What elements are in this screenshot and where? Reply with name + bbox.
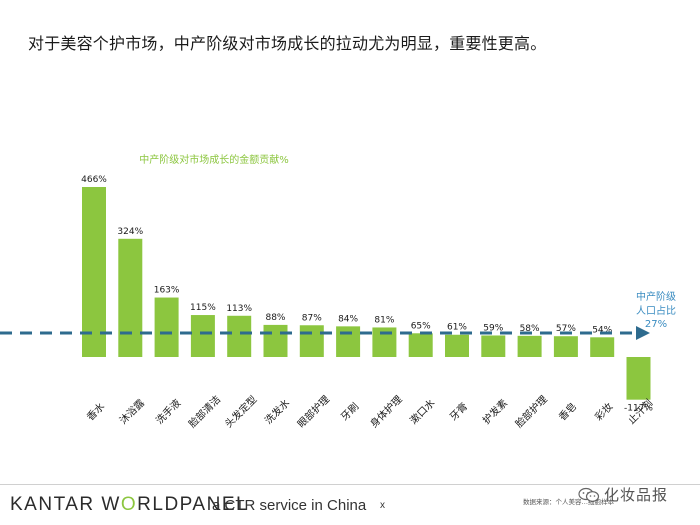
- bar-value-label-13: 58%: [520, 324, 540, 334]
- wechat-icon: [578, 487, 600, 502]
- category-label-4: 脸部清洁: [186, 393, 223, 430]
- bar-value-label-10: 65%: [411, 321, 431, 331]
- category-label-1: 香水: [85, 401, 108, 424]
- bar-14: [553, 336, 578, 357]
- bar-2: [118, 238, 143, 357]
- bar-4: [190, 315, 215, 357]
- category-label-13: 脸部护理: [512, 393, 549, 430]
- wechat-name: 化妆品报: [604, 486, 669, 504]
- bar-value-label-14: 57%: [556, 324, 576, 334]
- bar-value-label-9: 81%: [374, 315, 394, 325]
- category-label-15: 彩妆: [592, 400, 615, 423]
- bar-8: [336, 326, 361, 357]
- bar-value-label-16: -117%: [624, 404, 653, 414]
- kantar-logo: KANTAR WORLDPANEL: [10, 494, 248, 516]
- category-label-6: 洗发水: [262, 396, 292, 426]
- bar-3: [154, 297, 179, 357]
- bar-value-label-6: 88%: [265, 313, 285, 323]
- brand-tail: RLDPANEL: [137, 494, 249, 515]
- brand-main: KANTAR W: [10, 494, 121, 515]
- tagline: a CTR service in China: [212, 497, 367, 514]
- bar-13: [517, 335, 542, 357]
- bar-7: [299, 325, 324, 357]
- bar-15: [590, 337, 615, 357]
- bar-value-label-4: 115%: [190, 303, 216, 313]
- data-source-note: 数据来源：个人美容…细胞样本: [523, 498, 614, 506]
- bar-10: [408, 333, 433, 357]
- bar-value-label-11: 61%: [447, 323, 467, 333]
- category-label-3: 洗手液: [153, 396, 183, 426]
- bar-value-label-15: 54%: [592, 325, 612, 335]
- bar-5: [227, 315, 252, 357]
- bar-16: [626, 357, 651, 400]
- category-label-7: 眼部护理: [295, 393, 332, 430]
- headline: 对于美容个护市场，中产阶级对市场成长的拉动尤为明显，重要性更高。: [28, 34, 547, 53]
- bar-11: [445, 334, 469, 357]
- category-label-9: 身体护理: [367, 393, 404, 430]
- category-label-12: 护发素: [480, 396, 510, 426]
- reference-line-arrow: [636, 326, 650, 340]
- bar-value-label-8: 84%: [338, 314, 358, 324]
- category-label-10: 漱口水: [408, 397, 438, 427]
- bar-value-label-2: 324%: [117, 227, 143, 237]
- category-label-14: 香皂: [556, 400, 579, 423]
- bar-value-label-7: 87%: [302, 313, 322, 323]
- category-label-11: 牙膏: [447, 400, 470, 423]
- bar-1: [82, 187, 106, 357]
- bar-6: [263, 324, 288, 357]
- bar-value-label-1: 466%: [81, 175, 107, 185]
- bar-chart: 中产阶级对市场成长的金额贡献% 466% 香水 324% 沐浴露 163% 洗手液 115% 脸…: [0, 153, 676, 430]
- bar-value-label-5: 113%: [226, 304, 252, 314]
- category-label-2: 沐浴露: [117, 396, 147, 426]
- footer-divider: [0, 484, 700, 485]
- reference-label-line3: 27%: [645, 319, 667, 330]
- reference-label-line1: 中产阶级: [636, 290, 676, 303]
- brand-accent: O: [120, 494, 138, 515]
- bar-12: [481, 335, 506, 357]
- reference-label-line2: 人口占比: [636, 304, 676, 317]
- page-number: x: [380, 500, 385, 511]
- bar-value-label-12: 59%: [483, 323, 503, 333]
- category-label-8: 牙刷: [339, 401, 362, 424]
- chart-title: 中产阶级对市场成长的金额贡献%: [139, 153, 289, 166]
- bar-value-label-3: 163%: [154, 286, 180, 296]
- wechat-account: 化妆品报: [578, 484, 668, 505]
- category-label-5: 头发定型: [222, 393, 259, 430]
